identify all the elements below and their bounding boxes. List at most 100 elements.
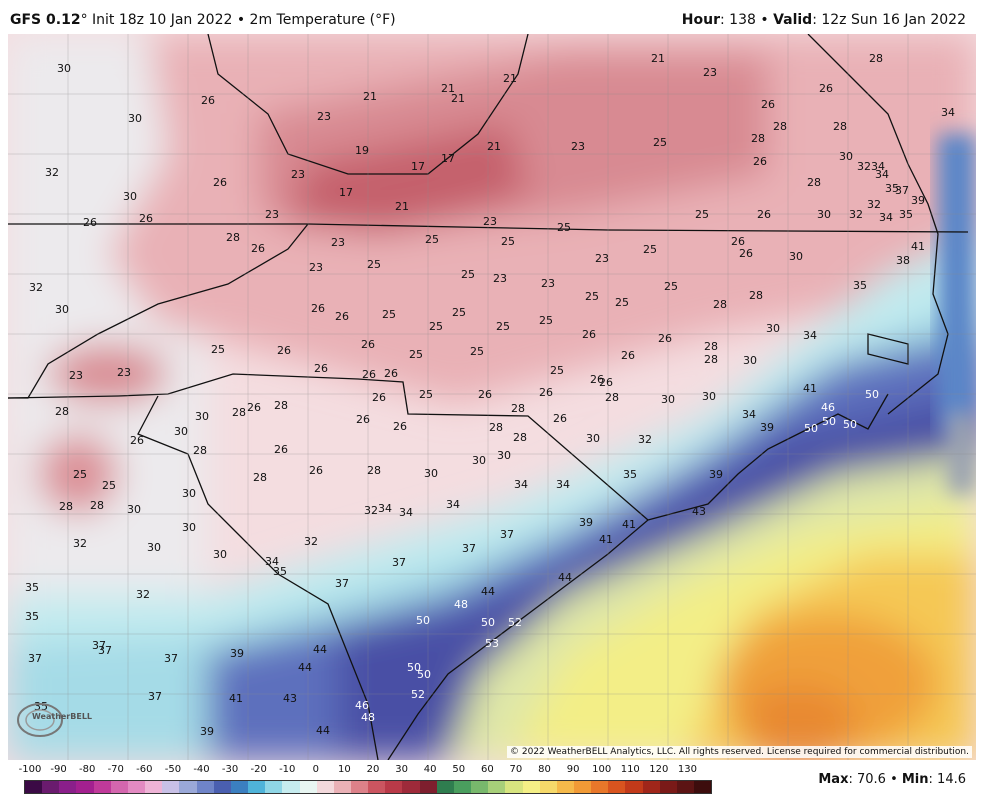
scale-swatch: [162, 781, 180, 793]
temperature-label: 28: [90, 499, 104, 512]
temperature-label: 26: [599, 376, 613, 389]
temperature-label: 23: [291, 168, 305, 181]
temperature-label: 25: [695, 208, 709, 221]
temperature-label: 50: [481, 616, 495, 629]
temperature-label: 44: [313, 643, 327, 656]
header: GFS 0.12° Init 18z 10 Jan 2022 • 2m Temp…: [0, 0, 984, 34]
temperature-label: 37: [335, 577, 349, 590]
temperature-label: 37: [164, 652, 178, 665]
temperature-label: 34: [871, 160, 885, 173]
temperature-label: 25: [409, 348, 423, 361]
scale-swatch: [591, 781, 609, 793]
max-label: Max: [818, 772, 849, 787]
county-lines: [8, 34, 976, 760]
temperature-label: 25: [550, 364, 564, 377]
temperature-label: 30: [789, 250, 803, 263]
temperature-label: 19: [355, 144, 369, 157]
temperature-label: 30: [57, 62, 71, 75]
temperature-label: 28: [226, 231, 240, 244]
copyright-notice: © 2022 WeatherBELL Analytics, LLC. All r…: [507, 746, 972, 758]
temperature-label: 23: [69, 369, 83, 382]
scale-tick-label: -40: [193, 764, 210, 775]
temperature-label: 21: [651, 52, 665, 65]
temperature-label: 25: [382, 308, 396, 321]
temperature-label: 37: [98, 644, 112, 657]
scale-tick-label: 30: [395, 764, 408, 775]
min-label: Min: [901, 772, 929, 787]
temperature-label: 44: [316, 724, 330, 737]
temperature-label: 39: [579, 516, 593, 529]
temperature-label: 32: [73, 537, 87, 550]
temperature-label: 25: [539, 314, 553, 327]
temperature-label: 41: [599, 533, 613, 546]
scale-swatch: [59, 781, 77, 793]
temperature-label: 25: [501, 235, 515, 248]
temperature-label: 34: [742, 408, 756, 421]
temperature-label: 30: [839, 150, 853, 163]
scale-swatch: [453, 781, 472, 793]
temperature-label: 30: [586, 432, 600, 445]
scale-swatch: [248, 781, 266, 793]
temperature-label: 25: [664, 280, 678, 293]
temperature-label: 44: [558, 571, 572, 584]
temperature-label: 37: [148, 690, 162, 703]
scale-swatch: [642, 781, 660, 793]
temperature-map[interactable]: 30 26 21 21 21 21 21 23 26 28 34 30 23 26 28 28 28 25 23 21…: [8, 34, 976, 760]
temperature-field: [8, 34, 976, 760]
scale-swatch: [282, 781, 300, 793]
temperature-label: 34: [875, 168, 889, 181]
scale-tick-label: 100: [592, 764, 612, 775]
temperature-label: 34: [514, 478, 528, 491]
temperature-label: 26: [356, 413, 370, 426]
temperature-label: 25: [557, 221, 571, 234]
scale-tick-label: 50: [452, 764, 466, 775]
temperature-label: 25: [452, 306, 466, 319]
temperature-label: 34: [941, 106, 955, 119]
temperature-label: 26: [658, 332, 672, 345]
temperature-label: 30: [817, 208, 831, 221]
temperature-label: 37: [28, 652, 42, 665]
hour-label: Hour: [681, 12, 721, 28]
temperature-label: 23: [265, 208, 279, 221]
scale-tick-label: 60: [480, 764, 494, 775]
temperature-label: 23: [541, 277, 555, 290]
temperature-label: 32: [45, 166, 59, 179]
scale-tick-label: 70: [509, 764, 523, 775]
scale-tick-label: -100: [18, 764, 42, 775]
temperature-label: 34: [399, 506, 413, 519]
temperature-label: 53: [485, 637, 499, 650]
scale-tick-label: -80: [78, 764, 96, 775]
temperature-label: 25: [419, 388, 433, 401]
temperature-label: 38: [896, 254, 910, 267]
temperature-label: 32: [304, 535, 318, 548]
scale-swatch: [694, 781, 712, 793]
scale-swatch: [230, 781, 249, 793]
scale-ticks: -100 -90 -80 -70 -60 -50 -40 -30 -20 -10 0 10 20 30 40…: [10, 764, 710, 778]
temperature-label: 26: [478, 388, 492, 401]
temperature-label: 37: [895, 184, 909, 197]
temperature-label: 43: [692, 505, 706, 518]
scale-tick-label: -20: [250, 764, 267, 775]
temperature-label: 25: [211, 343, 225, 356]
temperature-label: 25: [367, 258, 381, 271]
temperature-label: 25: [653, 136, 667, 149]
temperature-label: 25: [585, 290, 599, 303]
scale-tick-label: -60: [136, 764, 153, 775]
temperature-label: 23: [493, 272, 507, 285]
temperature-label: 28: [367, 464, 381, 477]
temperature-label: 52: [508, 616, 522, 629]
temperature-label: 17: [411, 160, 425, 173]
temperature-label: 30: [702, 390, 716, 403]
temperature-label: 30: [743, 354, 757, 367]
temperature-label: 30: [195, 410, 209, 423]
temperature-label: 28: [605, 391, 619, 404]
temperature-label: 30: [128, 112, 142, 125]
temperature-label: 39: [760, 421, 774, 434]
temperature-label: 26: [731, 235, 745, 248]
temperature-label: 26: [130, 434, 144, 447]
temperature-label: 28: [807, 176, 821, 189]
temperature-label: 32: [364, 504, 378, 517]
temperature-label: 26: [384, 367, 398, 380]
temperature-label: 26: [274, 443, 288, 456]
